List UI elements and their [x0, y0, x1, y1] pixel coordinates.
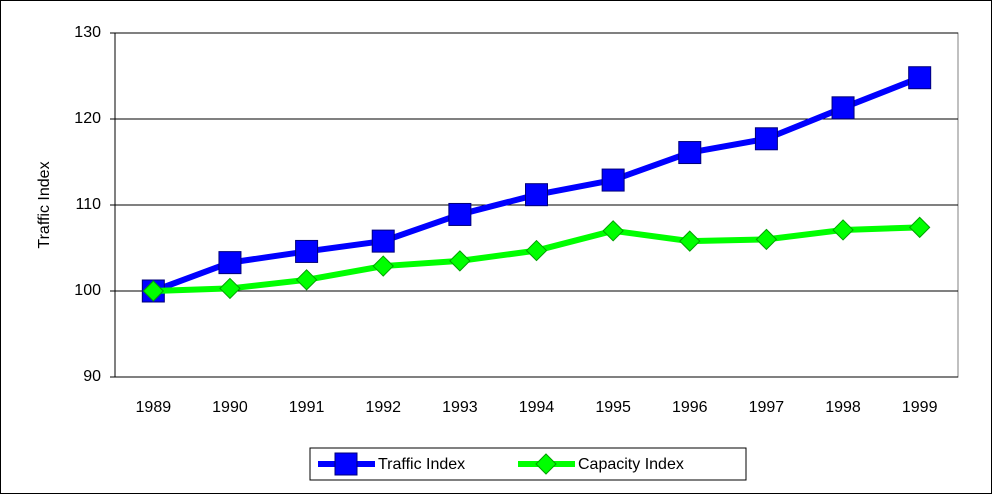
legend-label: Capacity Index [578, 456, 684, 473]
data-point [832, 219, 854, 241]
y-axis-label: Traffic Index [36, 161, 53, 248]
data-point [602, 220, 624, 242]
data-point [295, 269, 318, 291]
data-point [525, 183, 548, 207]
x-tick-label: 1996 [672, 399, 708, 416]
x-tick-label: 1993 [442, 399, 478, 416]
data-point [601, 168, 625, 192]
data-point [449, 250, 471, 272]
data-point [908, 216, 931, 239]
y-tick-label: 120 [74, 110, 101, 127]
x-tick-label: 1991 [289, 399, 325, 416]
data-point [908, 66, 932, 90]
data-point [525, 239, 548, 262]
y-tick-label: 110 [75, 196, 101, 213]
data-point [448, 202, 472, 226]
data-point [295, 239, 319, 263]
y-tick-label: 100 [74, 282, 101, 299]
x-tick-label: 1998 [825, 399, 861, 416]
x-tick-label: 1994 [519, 399, 555, 416]
data-point [754, 127, 778, 151]
data-point [679, 230, 701, 252]
data-point [218, 251, 242, 275]
data-point [372, 255, 394, 277]
data-point [755, 228, 778, 251]
legend-marker [535, 453, 557, 475]
data-point [142, 280, 165, 302]
legend-marker [334, 452, 358, 476]
legend-label: Traffic Index [378, 456, 465, 473]
x-tick-label: 1989 [136, 399, 172, 416]
data-point [371, 229, 395, 253]
data-point [219, 277, 241, 300]
x-tick-label: 1995 [595, 399, 631, 416]
y-tick-label: 90 [83, 368, 101, 385]
y-tick-label: 130 [74, 24, 101, 41]
data-point [831, 96, 855, 120]
x-tick-label: 1990 [212, 399, 248, 416]
data-point [678, 141, 702, 165]
x-tick-label: 1999 [902, 399, 938, 416]
x-tick-label: 1992 [365, 399, 401, 416]
x-tick-label: 1997 [749, 399, 785, 416]
